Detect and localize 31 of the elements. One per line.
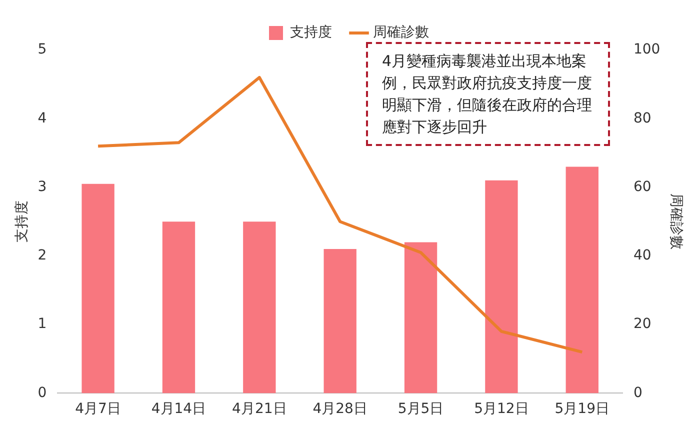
y-tick-label: 0 bbox=[38, 384, 47, 401]
bar bbox=[485, 180, 518, 394]
bar bbox=[243, 222, 276, 394]
y-tick-label: 2 bbox=[38, 248, 47, 264]
legend-label: 周確診數 bbox=[373, 24, 429, 41]
y-axis-title: 支持度 bbox=[14, 200, 30, 243]
bar bbox=[324, 249, 356, 394]
bar bbox=[82, 184, 114, 394]
y-tick-label: 3 bbox=[38, 178, 47, 195]
y-tick-label: 1 bbox=[38, 316, 47, 332]
y2-tick-label: 40 bbox=[633, 248, 652, 264]
x-tick-label: 5月19日 bbox=[554, 401, 610, 418]
bar bbox=[404, 242, 438, 394]
bar bbox=[566, 166, 598, 394]
y2-tick-label: 60 bbox=[633, 178, 652, 195]
bar bbox=[162, 222, 196, 394]
annotation: 4月變種病毒襲港並出現本地案例，民眾對政府抗疫支持度一度明顯下滑，但隨後在政府的合理應對下逐步回升 bbox=[366, 42, 610, 146]
y2-axis-title: 周確診數 bbox=[668, 194, 684, 250]
y2-tick-label: 100 bbox=[633, 42, 660, 58]
x-tick-label: 4月21日 bbox=[232, 401, 287, 418]
x-tick-label: 5月12日 bbox=[474, 401, 529, 418]
y2-tick-label: 0 bbox=[633, 384, 642, 401]
y-tick-label: 4 bbox=[38, 110, 47, 126]
x-tick-label: 4月14日 bbox=[151, 401, 206, 418]
x-tick-label: 4月7日 bbox=[75, 401, 121, 418]
y-tick-label: 5 bbox=[38, 42, 47, 58]
y2-tick-label: 80 bbox=[633, 110, 652, 126]
y2-tick-label: 20 bbox=[633, 316, 652, 332]
x-tick-label: 5月5日 bbox=[398, 401, 444, 418]
x-tick-label: 4月28日 bbox=[312, 401, 368, 418]
legend-label: 支持度 bbox=[290, 24, 332, 41]
